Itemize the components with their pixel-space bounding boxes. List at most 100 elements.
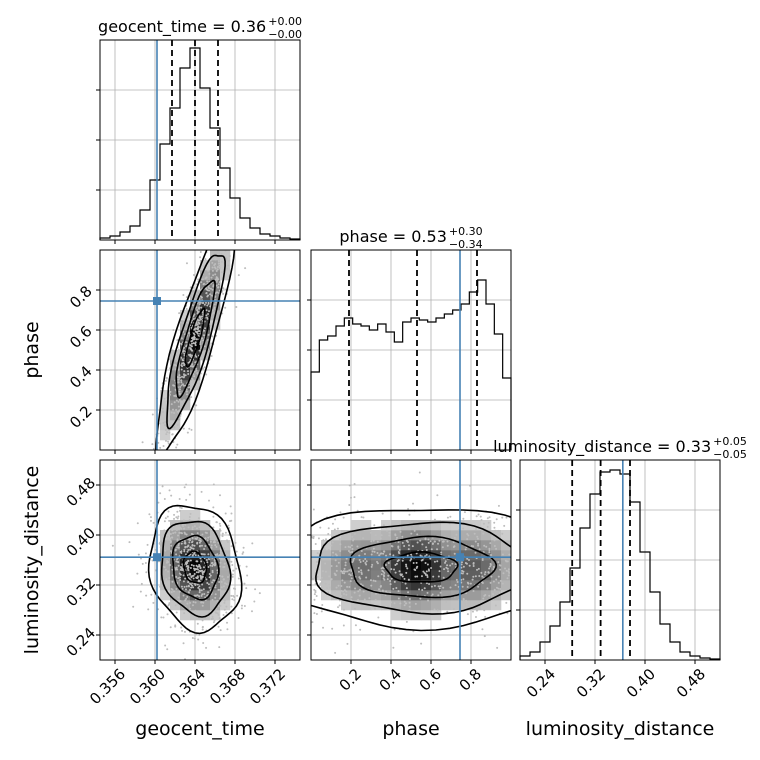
sample-point (193, 552, 196, 555)
sample-point (244, 267, 247, 270)
sample-point (342, 624, 345, 627)
density-cell (210, 320, 221, 331)
sample-point (410, 557, 413, 560)
sample-point (406, 540, 409, 543)
sample-point (311, 578, 314, 581)
density-cell (351, 550, 362, 561)
sample-point (190, 564, 193, 567)
density-cell (180, 580, 191, 591)
sample-point (401, 541, 404, 544)
sample-point (170, 591, 173, 594)
sample-point (210, 276, 213, 279)
sample-point (235, 305, 238, 308)
sample-point (477, 513, 480, 516)
sample-point (151, 413, 154, 416)
panel-title-sup: +0.00 (268, 15, 302, 28)
density-cell (481, 540, 492, 551)
sample-point (197, 571, 200, 574)
sample-point (219, 565, 222, 568)
sample-point (479, 515, 482, 518)
density-cell (170, 370, 181, 381)
sample-point (175, 566, 178, 569)
sample-point (218, 646, 221, 649)
sample-point (508, 553, 511, 556)
sample-point (421, 558, 424, 561)
sample-point (339, 511, 342, 514)
sample-point (314, 589, 317, 592)
density-cell (411, 570, 422, 581)
sample-point (253, 600, 256, 603)
sample-point (466, 557, 469, 560)
sample-point (205, 292, 208, 295)
sample-point (220, 586, 223, 589)
sample-point (360, 516, 363, 519)
sample-point (433, 518, 436, 521)
sample-point (362, 516, 365, 519)
sample-point (488, 516, 491, 519)
sample-point (207, 591, 210, 594)
sample-point (130, 467, 132, 469)
density-cell (331, 530, 342, 541)
sample-point (172, 590, 175, 593)
sample-point (185, 296, 188, 299)
sample-point (335, 586, 338, 589)
sample-point (178, 392, 181, 395)
sample-point (197, 334, 200, 337)
sample-point (218, 281, 221, 284)
sample-point (175, 355, 178, 358)
sample-point (499, 579, 502, 582)
sample-point (226, 267, 229, 270)
sample-point (187, 332, 190, 335)
sample-point (193, 338, 196, 341)
sample-point (196, 594, 199, 597)
sample-point (433, 540, 436, 543)
sample-point (189, 380, 192, 383)
sample-point (230, 594, 233, 597)
sample-point (441, 546, 444, 549)
sample-point (475, 528, 478, 531)
sample-point (377, 616, 380, 619)
density-cell (421, 600, 432, 611)
sample-point (200, 490, 203, 493)
density-cell (180, 320, 191, 331)
sample-point (205, 373, 208, 376)
x-tick-label: 0.8 (456, 665, 486, 695)
sample-point (181, 524, 184, 527)
sample-point (380, 567, 383, 570)
sample-point (150, 593, 153, 596)
sample-point (233, 599, 236, 602)
sample-point (471, 578, 474, 581)
sample-point (146, 543, 149, 546)
sample-point (477, 544, 480, 547)
sample-point (322, 626, 325, 629)
panel-title-geocent_time: geocent_time = 0.36 +0.00−0.00 (98, 15, 302, 41)
sample-point (178, 590, 181, 593)
sample-point (343, 581, 346, 584)
x-axis-label-geocent_time: geocent_time (135, 718, 264, 740)
sample-point (194, 324, 197, 327)
sample-point (194, 554, 197, 557)
density-cell (190, 560, 201, 571)
x-tick-label: 0.2 (336, 665, 366, 695)
sample-point (483, 594, 486, 597)
density-cell (441, 580, 452, 591)
sample-point (415, 552, 418, 555)
density-cell (441, 600, 452, 611)
sample-point (465, 601, 468, 604)
sample-point (192, 547, 195, 550)
sample-point (482, 532, 485, 535)
sample-point (175, 516, 178, 519)
sample-point (198, 541, 201, 544)
sample-point (139, 590, 142, 593)
sample-point (230, 605, 233, 608)
sample-point (383, 575, 386, 578)
sample-point (174, 549, 177, 552)
sample-point (358, 558, 361, 561)
sample-point (340, 589, 343, 592)
sample-point (354, 607, 357, 610)
sample-point (175, 395, 178, 398)
sample-point (177, 400, 180, 403)
sample-point (192, 564, 195, 567)
sample-point (176, 538, 179, 541)
sample-point (215, 269, 218, 272)
